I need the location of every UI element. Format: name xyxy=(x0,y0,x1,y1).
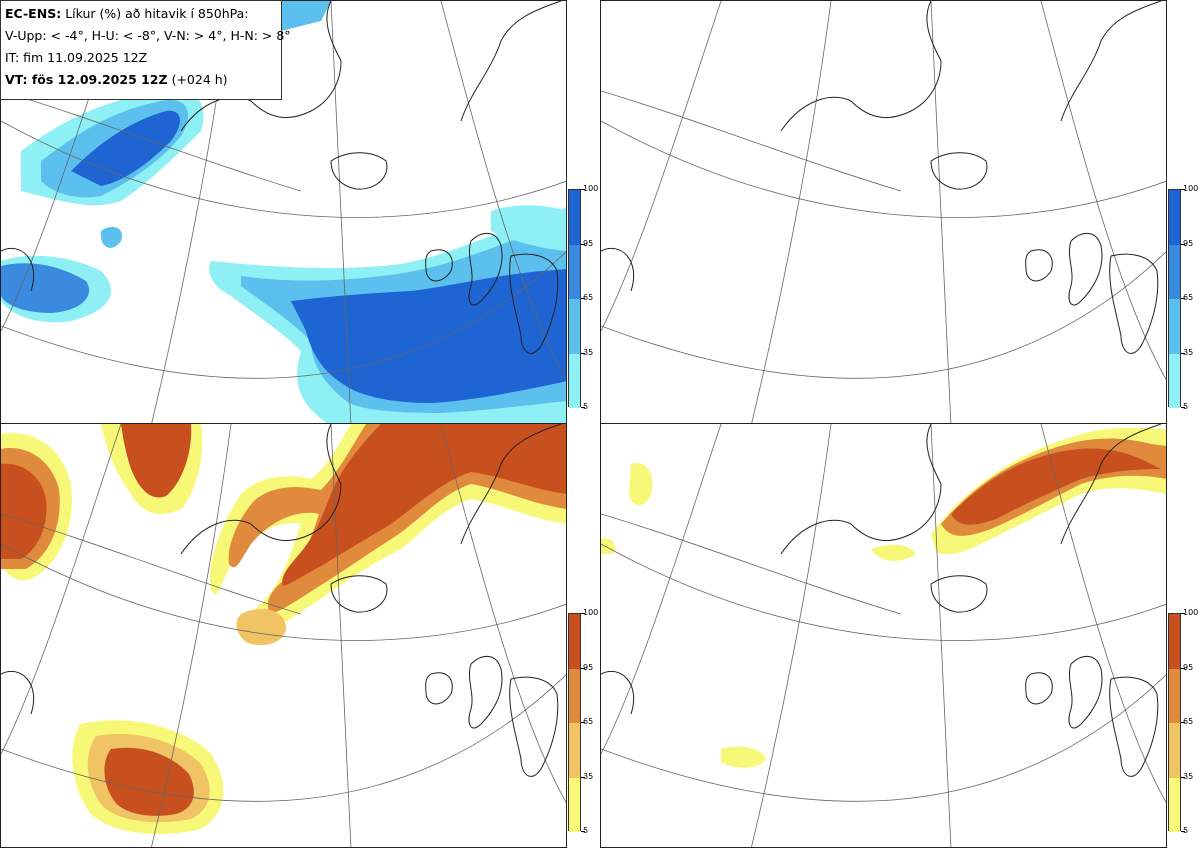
colorbar-tick-label: 95 xyxy=(583,238,594,248)
coastline xyxy=(1,424,562,777)
colorbar-tick-mark xyxy=(1181,189,1185,190)
colorbar-tick-label: 35 xyxy=(583,347,594,357)
colorbar-tick-mark xyxy=(581,722,585,723)
colorbar-segment xyxy=(569,614,580,669)
colorbar-top-left xyxy=(568,189,581,408)
colorbar-tick-mark xyxy=(581,667,585,669)
colorbar-tick-mark xyxy=(581,243,585,245)
colorbar-bottom-right xyxy=(1168,613,1181,832)
colorbar-segment xyxy=(1169,299,1180,354)
colorbar-segment xyxy=(569,668,580,723)
probability-field xyxy=(1,424,566,834)
colorbar-tick-mark xyxy=(581,298,585,299)
colorbar-tick-label: 100 xyxy=(583,608,599,617)
colorbar-tick-mark xyxy=(581,831,585,832)
colorbar-tick-mark xyxy=(1181,776,1185,778)
colorbar-tick-label: 35 xyxy=(583,771,594,781)
colorbar-tick-label: 5 xyxy=(1183,826,1189,835)
colorbar-tick-mark xyxy=(581,613,585,614)
colorbar-tick-mark xyxy=(1181,722,1185,723)
graticule xyxy=(601,424,1166,847)
colorbar-tick-label: 35 xyxy=(1183,771,1194,781)
title-valid-time: VT: fös 12.09.2025 12Z xyxy=(5,72,168,87)
colorbar-tick-label: 5 xyxy=(1183,402,1189,411)
colorbar-segment xyxy=(569,723,580,778)
colorbar-tick-mark xyxy=(1181,831,1185,832)
colorbar-tick-mark xyxy=(581,776,585,778)
map-bottom-left xyxy=(1,424,566,847)
colorbar-tick-mark xyxy=(581,407,585,408)
colorbar-tick-mark xyxy=(1181,667,1185,669)
colorbar-bottom-left xyxy=(568,613,581,832)
map-panel-top-left xyxy=(0,0,567,425)
colorbar-tick-label: 100 xyxy=(583,184,599,193)
colorbar-tick-label: 65 xyxy=(583,293,594,302)
colorbar-tick-mark xyxy=(1181,613,1185,614)
colorbar-tick-label: 5 xyxy=(583,402,589,411)
probability-field xyxy=(1,1,566,424)
colorbar-tick-label: 35 xyxy=(1183,347,1194,357)
colorbar-segment xyxy=(569,190,580,245)
colorbar-tick-label: 100 xyxy=(1183,184,1199,193)
title-init-time: IT: fim 11.09.2025 12Z xyxy=(5,50,148,65)
colorbar-tick-mark xyxy=(1181,243,1185,245)
colorbar-segment xyxy=(569,244,580,299)
colorbar-segment xyxy=(569,299,580,354)
colorbar-top-right xyxy=(1168,189,1181,408)
colorbar-tick-mark xyxy=(1181,298,1185,299)
colorbar-tick-mark xyxy=(581,352,585,354)
colorbar-segment xyxy=(1169,353,1180,408)
colorbar-segment xyxy=(1169,723,1180,778)
colorbar-tick-label: 100 xyxy=(1183,608,1199,617)
map-panel-top-right xyxy=(600,0,1167,425)
colorbar-tick-mark xyxy=(1181,352,1185,354)
colorbar-tick-label: 95 xyxy=(583,662,594,672)
colorbar-tick-label: 95 xyxy=(1183,238,1194,248)
probability-field xyxy=(601,427,1166,768)
coastline xyxy=(601,424,1162,777)
colorbar-tick-mark xyxy=(1181,407,1185,408)
map-bottom-right xyxy=(601,424,1166,847)
colorbar-tick-mark xyxy=(581,189,585,190)
map-title-box: EC-ENS: Líkur (%) að hitavik í 850hPa: V… xyxy=(0,0,291,100)
map-panel-bottom-left xyxy=(0,423,567,848)
coastline xyxy=(601,1,1162,354)
colorbar-segment xyxy=(1169,668,1180,723)
colorbar-segment xyxy=(1169,777,1180,832)
colorbar-tick-label: 65 xyxy=(583,717,594,726)
title-thresholds: V-Upp: < -4°, H-U: < -8°, V-N: > 4°, H-N… xyxy=(5,28,291,43)
colorbar-segment xyxy=(569,353,580,408)
colorbar-tick-label: 95 xyxy=(1183,662,1194,672)
colorbar-tick-label: 65 xyxy=(1183,717,1194,726)
graticule xyxy=(601,1,1166,424)
map-top-right xyxy=(601,1,1166,424)
map-top-left xyxy=(1,1,566,424)
graticule xyxy=(1,424,566,847)
colorbar-segment xyxy=(1169,614,1180,669)
title-text: Líkur (%) að hitavik í 850hPa: xyxy=(65,6,249,21)
title-model: EC-ENS: xyxy=(5,6,62,21)
map-panel-bottom-right xyxy=(600,423,1167,848)
title-lead: (+024 h) xyxy=(171,72,228,87)
colorbar-segment xyxy=(569,777,580,832)
colorbar-segment xyxy=(1169,244,1180,299)
colorbar-segment xyxy=(1169,190,1180,245)
colorbar-tick-label: 65 xyxy=(1183,293,1194,302)
colorbar-tick-label: 5 xyxy=(583,826,589,835)
